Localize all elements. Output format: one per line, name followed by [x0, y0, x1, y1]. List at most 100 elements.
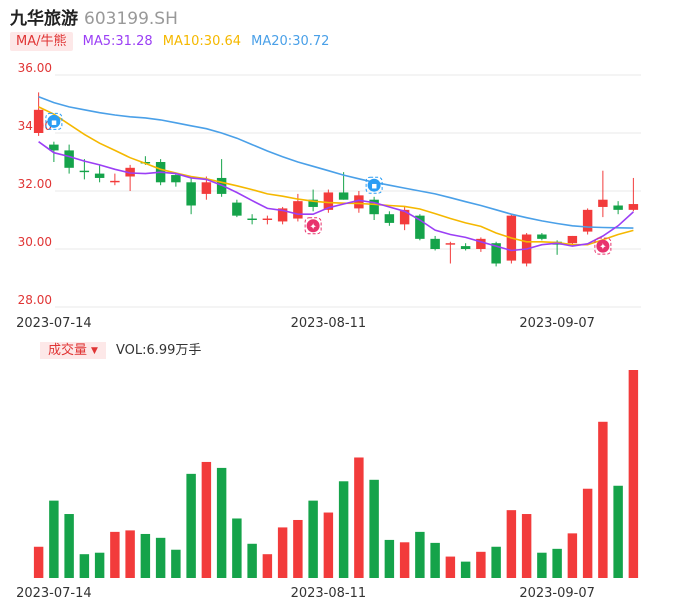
ma10-line	[38, 106, 634, 246]
ma-indicator-tag[interactable]: MA/牛熊	[10, 32, 73, 51]
volume-bar	[64, 514, 74, 578]
volume-bar	[186, 473, 196, 578]
bull-marker-icon	[596, 239, 610, 253]
price-tick-label: 36.00	[18, 61, 52, 75]
price-tick-label: 28.00	[18, 293, 52, 307]
bear-marker-icon	[367, 178, 381, 192]
candle-body	[262, 218, 273, 220]
ma20-line	[38, 96, 634, 229]
stock-title: 九华旅游 603199.SH	[10, 4, 178, 29]
candle-body	[491, 243, 501, 264]
volume-bar	[613, 485, 623, 578]
volume-bar	[338, 481, 349, 578]
date-tick-label: 2023-09-07	[519, 316, 595, 331]
volume-bar	[247, 543, 257, 578]
bull-marker-icon-glyph: ✦	[309, 222, 317, 232]
date-tick-label: 2023-08-11	[291, 316, 367, 331]
volume-bar	[628, 370, 639, 578]
ma5-line	[38, 141, 634, 252]
volume-bar	[445, 556, 456, 578]
volume-bar	[415, 531, 425, 578]
ma-legend: MA/牛熊 MA5:31.28 MA10:30.64 MA20:30.72	[10, 31, 335, 53]
volume-bar	[94, 552, 105, 578]
candle-body	[445, 243, 456, 245]
ma5-legend: MA5:31.28	[82, 34, 153, 49]
candle-body	[201, 182, 212, 194]
candle-body	[384, 214, 395, 223]
candle-body	[338, 192, 349, 200]
volume-bar	[552, 548, 562, 578]
candle-body	[64, 150, 74, 168]
candle-body	[430, 238, 440, 249]
candle-body	[186, 182, 196, 206]
volume-bar	[308, 500, 318, 578]
volume-indicator-dropdown[interactable]: 成交量 ▼	[40, 342, 106, 359]
volume-date-tick-label: 2023-08-11	[291, 586, 367, 601]
volume-bar	[125, 530, 135, 578]
volume-value: VOL:6.99万手	[115, 343, 202, 358]
volume-bar	[79, 554, 90, 578]
bear-marker-icon	[47, 114, 61, 128]
candle-body	[171, 175, 181, 183]
candle-body	[308, 199, 318, 207]
candle-body	[369, 199, 379, 215]
ma10-legend: MA10:30.64	[162, 34, 242, 49]
price-tick-label: 30.00	[18, 235, 52, 249]
candle-body	[323, 192, 334, 210]
bear-marker-icon-glyph: ▪	[371, 182, 377, 192]
candle-body	[628, 204, 639, 210]
volume-bar	[323, 512, 334, 578]
volume-bar	[521, 514, 532, 578]
candle-body	[613, 205, 623, 210]
volume-indicator-label: 成交量	[48, 343, 88, 358]
candle-body	[476, 238, 486, 249]
candle-body	[460, 246, 471, 249]
volume-bar	[567, 533, 578, 578]
volume-bar	[277, 527, 288, 578]
volume-bar	[537, 552, 547, 578]
date-tick-label: 2023-07-14	[16, 316, 92, 331]
stock-name: 九华旅游	[10, 9, 78, 29]
volume-bar	[369, 479, 379, 578]
volume-bar	[201, 461, 212, 578]
volume-bar	[460, 561, 471, 578]
bear-marker-icon-frame	[365, 176, 383, 194]
candle-body	[537, 234, 547, 239]
volume-bar	[476, 551, 486, 578]
volume-legend: 成交量 ▼ VOL:6.99万手	[40, 341, 201, 361]
candle-body	[110, 180, 120, 183]
candle-body	[399, 209, 410, 225]
volume-bar	[430, 542, 440, 578]
price-tick-label: 32.00	[18, 177, 52, 191]
candle-body	[354, 195, 364, 209]
bull-marker-icon-frame	[594, 237, 612, 255]
stock-code: 603199.SH	[84, 9, 178, 29]
volume-bar	[262, 554, 273, 578]
volume-bar	[598, 421, 608, 578]
candle-body	[415, 215, 425, 239]
volume-bar	[293, 519, 303, 578]
volume-bar	[354, 457, 364, 578]
volume-bar	[582, 488, 593, 578]
bear-marker-icon-glyph: ▪	[51, 118, 57, 128]
bear-marker-icon-frame	[45, 112, 63, 130]
bull-marker-icon	[306, 219, 320, 233]
candle-body	[293, 201, 303, 219]
candle-body	[33, 109, 44, 133]
bull-marker-icon-frame	[304, 217, 322, 235]
candle-body	[598, 199, 608, 207]
candle-body	[232, 202, 242, 216]
candle-body	[567, 235, 578, 244]
volume-date-tick-label: 2023-07-14	[16, 586, 92, 601]
candle-body	[125, 167, 135, 177]
volume-bar	[232, 518, 242, 578]
volume-bar	[216, 467, 227, 578]
candle-body	[277, 208, 288, 222]
caret-down-icon: ▼	[91, 346, 98, 356]
volume-bar	[49, 500, 59, 578]
volume-bar	[33, 546, 44, 578]
candle-body	[49, 144, 59, 151]
candle-body	[582, 209, 593, 232]
candle-body	[94, 173, 105, 178]
